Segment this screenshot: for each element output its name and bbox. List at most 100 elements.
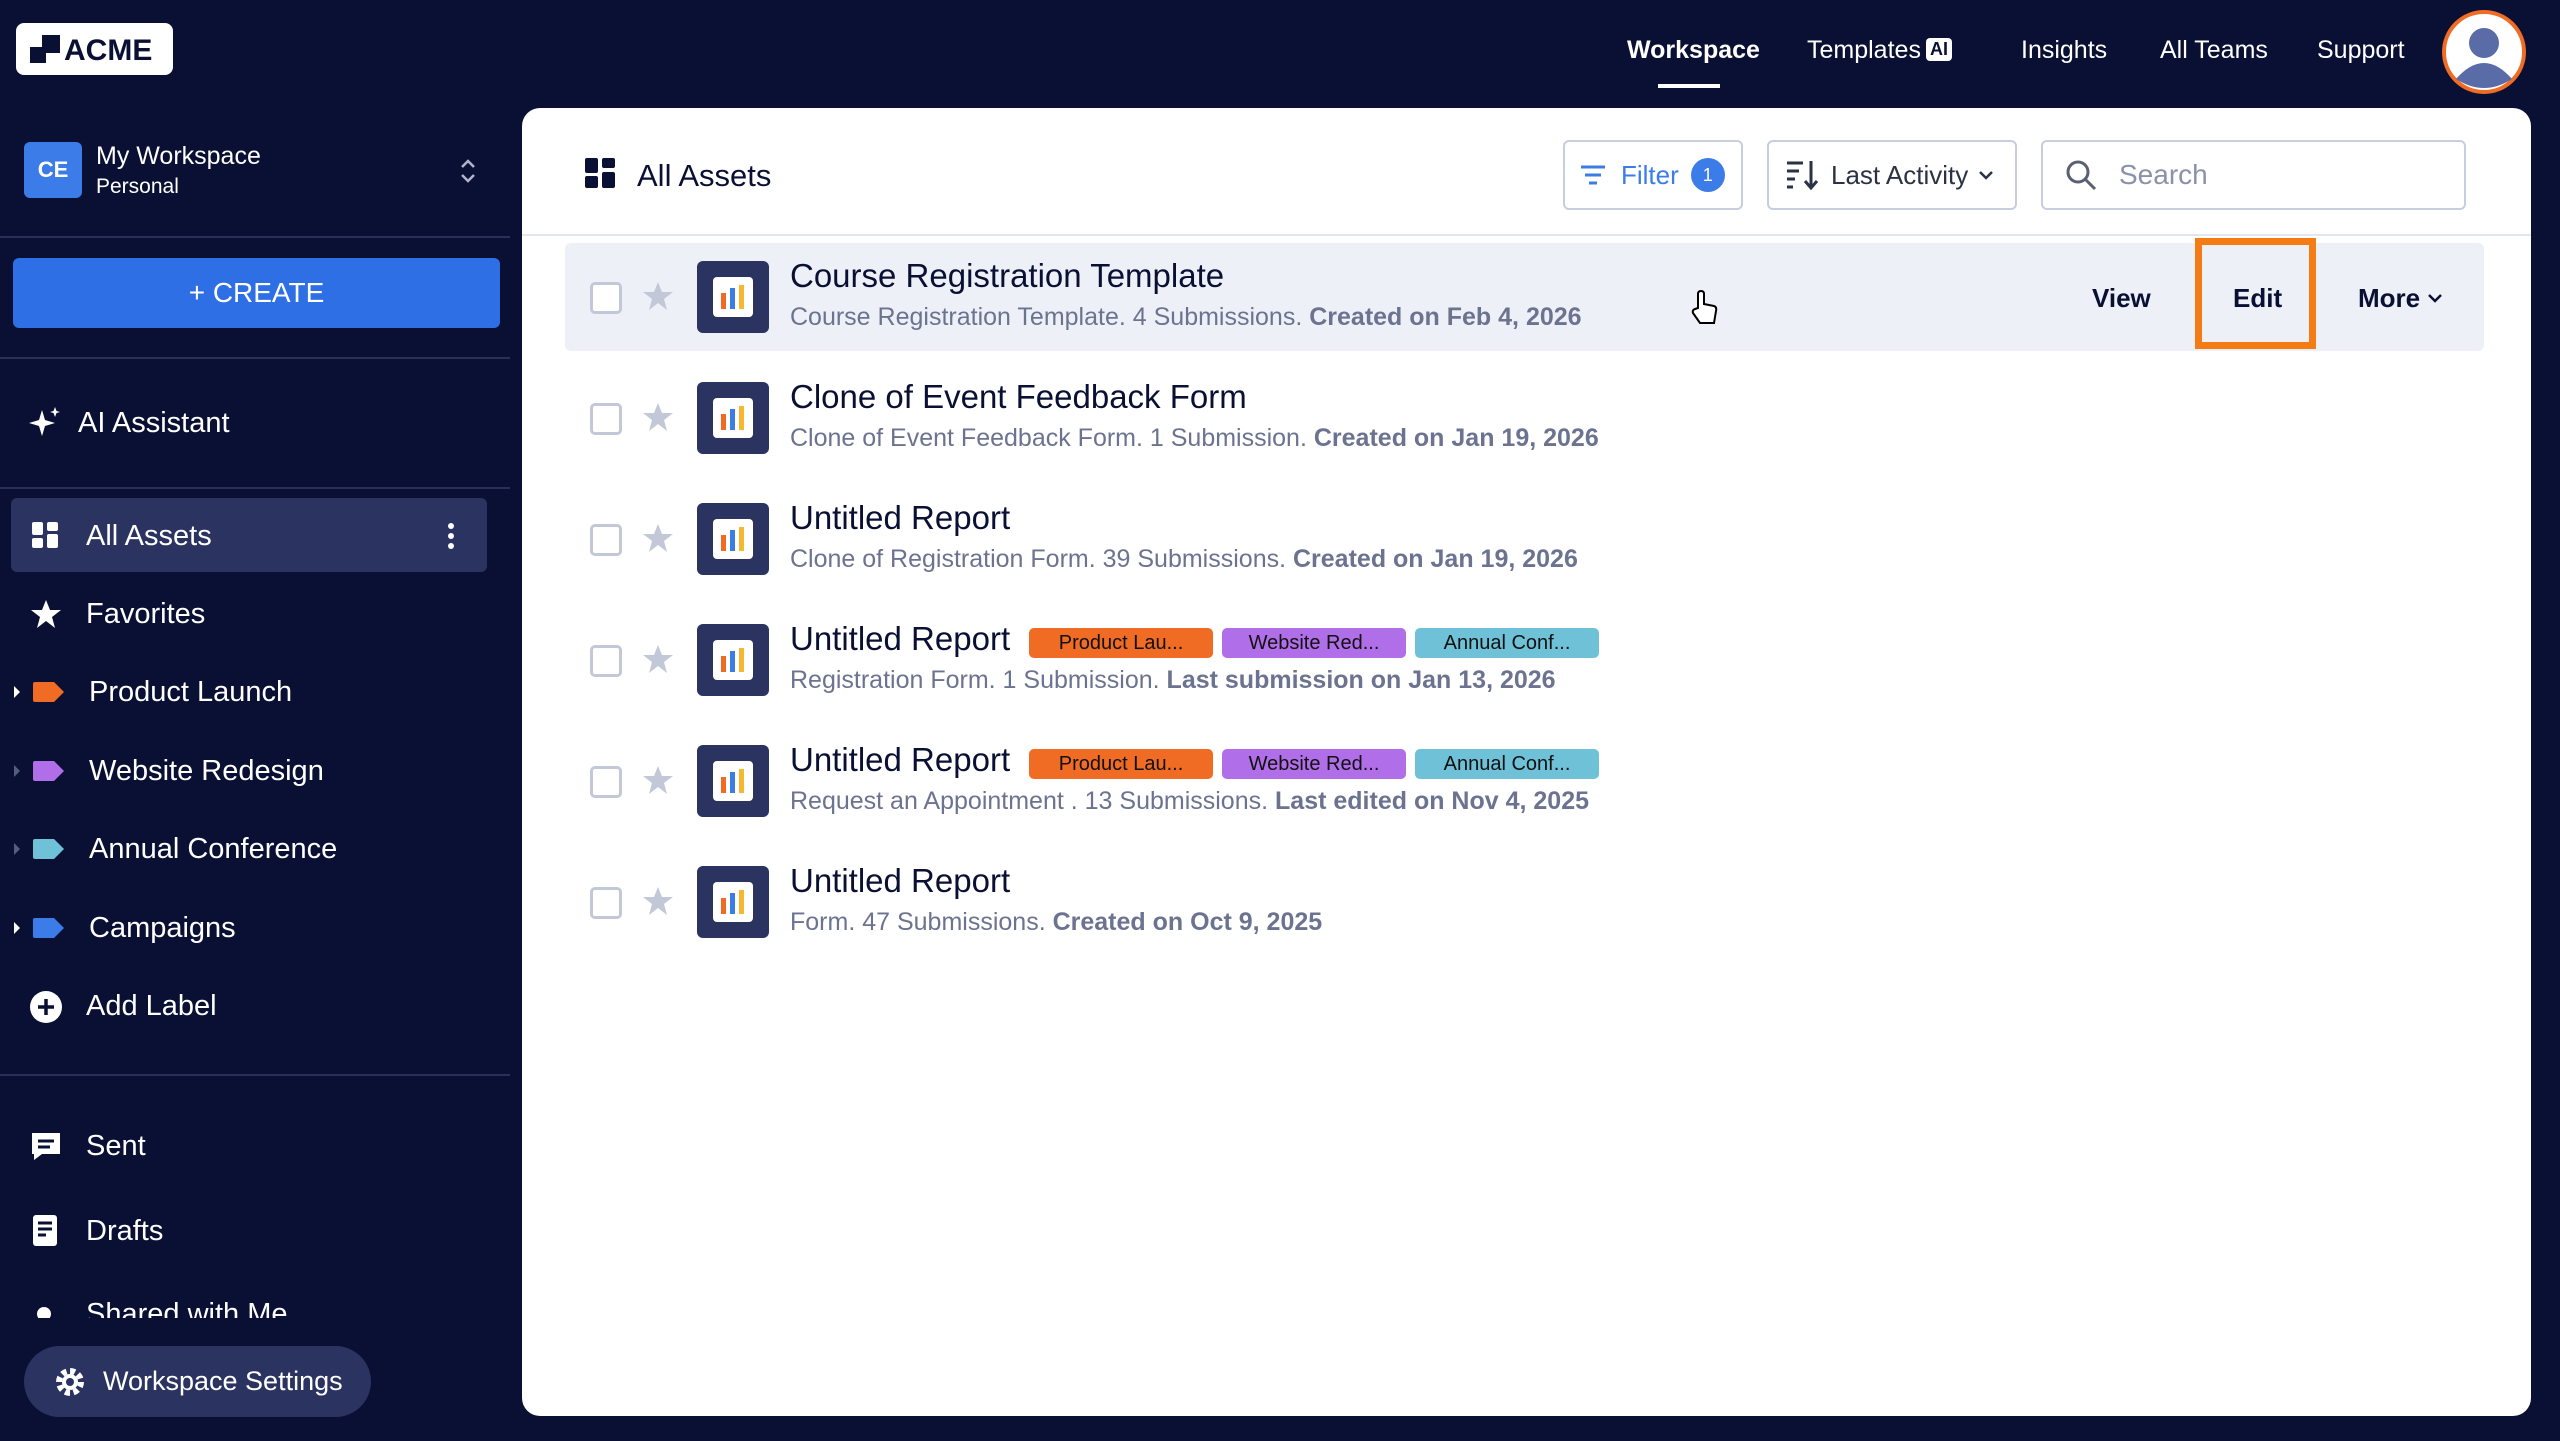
row-subtitle: Request an Appointment . 13 Submissions.… (790, 787, 1589, 816)
label-item[interactable]: Product Launch (89, 676, 293, 708)
tag: Product Lau... (1029, 749, 1213, 779)
row-subtitle: Clone of Event Feedback Form. 1 Submissi… (790, 424, 1599, 453)
search-placeholder: Search (2119, 159, 2208, 190)
edit-button[interactable]: Edit (2233, 283, 2283, 313)
logo[interactable]: ACME (16, 23, 173, 75)
nav-item[interactable]: Support (2317, 36, 2405, 64)
star (643, 524, 673, 552)
divider (0, 487, 510, 489)
row-description: Registration Form. 1 Submission. (790, 666, 1160, 694)
checkbox[interactable] (590, 403, 622, 435)
drafts-icon (33, 1215, 57, 1246)
report-icon (697, 382, 769, 454)
checkbox[interactable] (590, 524, 622, 556)
row-date: Created on Jan 19, 2026 (1293, 545, 1578, 573)
checkbox[interactable] (590, 766, 622, 798)
row-title[interactable]: Clone of Event Feedback Form (790, 378, 1247, 415)
checkbox[interactable] (590, 887, 622, 919)
filter-icon (1581, 165, 1605, 185)
report-icon (697, 745, 769, 817)
row-date: Created on Oct 9, 2025 (1052, 908, 1323, 936)
shared-icon (37, 1307, 51, 1318)
row-subtitle: Course Registration Template. 4 Submissi… (790, 303, 1582, 332)
tag: Website Red... (1222, 628, 1406, 658)
row-title[interactable]: Untitled Report (790, 499, 1011, 536)
tag: Annual Conf... (1415, 628, 1599, 658)
row-title[interactable]: Untitled Report (790, 862, 1011, 899)
row-title[interactable]: Untitled Report (790, 741, 1011, 778)
menu-item[interactable]: Add Label (86, 990, 217, 1022)
star-icon (31, 600, 61, 628)
sort-icon (1787, 161, 1819, 191)
menu-item[interactable]: Sent (86, 1130, 146, 1162)
label-item[interactable]: Annual Conference (89, 833, 338, 865)
label-item[interactable]: Campaigns (89, 911, 236, 944)
filter-count: 1 (1690, 158, 1725, 192)
nav-item[interactable]: All Teams (2160, 36, 2268, 64)
create-button[interactable]: + CREATE (13, 258, 500, 328)
ai-icon (29, 407, 60, 436)
label-icon (33, 682, 64, 702)
menu-item[interactable]: Drafts (86, 1215, 164, 1247)
row-description: Clone of Event Feedback Form. 1 Submissi… (790, 424, 1307, 452)
logo-text: ACME (64, 34, 153, 67)
main-panel: All Assets Filter 1 Last Activity Search… (522, 108, 2531, 1416)
menu-item[interactable]: AI Assistant (78, 407, 230, 439)
nav-underline (1658, 84, 1720, 88)
add-icon (30, 991, 62, 1023)
kebab-icon[interactable] (446, 522, 456, 550)
logo-icon (30, 35, 60, 63)
settings-button[interactable]: Workspace Settings (24, 1346, 371, 1417)
row-date: Last edited on Nov 4, 2025 (1275, 787, 1590, 815)
ai-badge: AI (1926, 38, 1952, 61)
clip: Shared with Me (0, 1290, 520, 1318)
filter-button[interactable]: Filter 1 (1563, 140, 1743, 210)
edit-highlight (2195, 238, 2316, 349)
filter-label: Filter (1621, 159, 1679, 190)
switcher-icon[interactable] (458, 156, 478, 186)
workspace-badge: CE (24, 142, 82, 198)
nav-item[interactable]: Insights (2021, 36, 2108, 64)
search-icon (2066, 160, 2097, 191)
star (643, 403, 673, 431)
menu-item[interactable]: Shared with Me (86, 1298, 288, 1318)
menu-item[interactable]: All Assets (86, 520, 212, 552)
report-icon (697, 866, 769, 938)
report-icon (697, 503, 769, 575)
grid-icon (585, 158, 615, 188)
row-description: Request an Appointment . 13 Submissions. (790, 787, 1269, 815)
report-icon (697, 624, 769, 696)
row-date: Created on Feb 4, 2026 (1309, 303, 1582, 331)
row-title[interactable]: Untitled Report (790, 620, 1011, 657)
gear-icon (56, 1368, 84, 1396)
row-title[interactable]: Course Registration Template (790, 257, 1225, 294)
label-icon (33, 760, 64, 781)
row-highlight (565, 243, 2484, 351)
sort-button[interactable]: Last Activity (1767, 140, 2017, 210)
search-box[interactable]: Search (2041, 140, 2466, 210)
settings-label: Workspace Settings (103, 1366, 343, 1396)
expand-arrow (14, 764, 20, 777)
checkbox[interactable] (590, 282, 622, 314)
cursor (1691, 290, 1718, 324)
star (643, 282, 673, 310)
nav-item[interactable]: Workspace (1627, 36, 1760, 64)
expand-arrow (14, 843, 20, 855)
row-date: Created on Jan 19, 2026 (1313, 424, 1599, 452)
view-button[interactable]: View (2092, 283, 2151, 313)
chevron (1979, 171, 1994, 180)
label-icon (33, 917, 64, 938)
workspace-name[interactable]: My Workspace (96, 142, 261, 170)
menu-item[interactable]: Favorites (86, 598, 206, 630)
more-button[interactable]: More (2358, 283, 2421, 313)
nav-item[interactable]: Templates (1807, 36, 1921, 64)
row-subtitle: Clone of Registration Form. 39 Submissio… (790, 545, 1578, 574)
tag: Annual Conf... (1415, 749, 1599, 779)
report-icon (697, 261, 769, 333)
page-title: All Assets (637, 158, 772, 193)
label-item[interactable]: Website Redesign (89, 754, 324, 787)
menu-selected[interactable] (11, 498, 487, 572)
avatar[interactable] (2441, 9, 2527, 95)
checkbox[interactable] (590, 645, 622, 677)
